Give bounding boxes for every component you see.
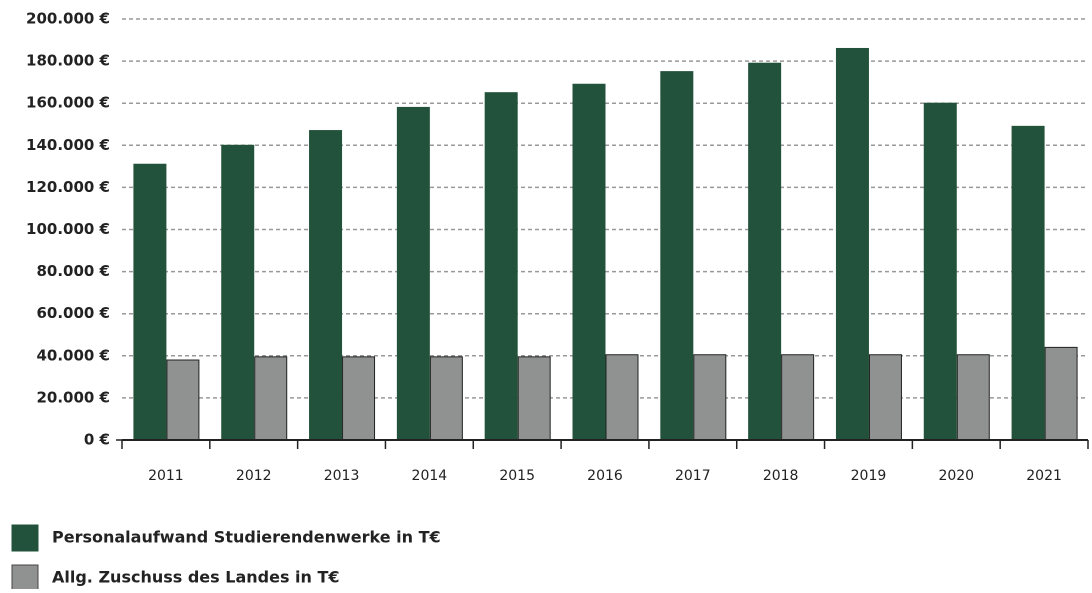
- x-tick-label: 2015: [499, 468, 535, 484]
- bar: [309, 130, 343, 441]
- y-tick-label: 160.000 €: [26, 94, 110, 112]
- bar: [396, 106, 430, 441]
- bar: [956, 354, 990, 441]
- bar: [868, 354, 902, 441]
- x-tick-label: 2014: [412, 468, 448, 484]
- x-tick-label: 2017: [675, 468, 711, 484]
- x-tick-label: 2012: [236, 468, 272, 484]
- y-tick-label: 140.000 €: [26, 136, 110, 154]
- bar: [484, 92, 518, 441]
- y-tick-label: 200.000 €: [26, 10, 110, 28]
- bar: [660, 71, 694, 441]
- bar: [342, 356, 376, 441]
- bar: [923, 102, 957, 441]
- legend-label: Allg. Zuschuss des Landes in T€: [52, 568, 340, 587]
- x-tick-label: 2020: [938, 468, 974, 484]
- x-tick-label: 2021: [1026, 468, 1062, 484]
- y-tick-label: 100.000 €: [26, 220, 110, 238]
- bar: [221, 144, 255, 441]
- y-tick-label: 180.000 €: [26, 52, 110, 70]
- bar: [166, 359, 200, 441]
- x-tick-label: 2013: [324, 468, 360, 484]
- legend-swatch: [11, 524, 39, 552]
- bar: [1044, 346, 1078, 441]
- legend-label: Personalaufwand Studierendenwerke in T€: [52, 528, 441, 547]
- bar: [781, 354, 815, 441]
- y-tick-label: 120.000 €: [26, 178, 110, 196]
- bar: [254, 356, 288, 441]
- bar: [748, 62, 782, 441]
- bar: [429, 356, 463, 441]
- x-tick-label: 2019: [851, 468, 887, 484]
- y-tick-label: 40.000 €: [36, 346, 110, 364]
- bar: [1011, 125, 1045, 441]
- y-tick-label: 60.000 €: [36, 304, 110, 322]
- bar: [133, 163, 167, 441]
- bar: [517, 356, 551, 441]
- x-tick-label: 2018: [763, 468, 799, 484]
- x-tick-label: 2011: [148, 468, 184, 484]
- legend-swatch: [11, 564, 39, 592]
- y-tick-label: 20.000 €: [36, 388, 110, 406]
- bar: [572, 83, 606, 441]
- bar: [693, 354, 727, 441]
- y-tick-label: 80.000 €: [36, 262, 110, 280]
- bar: [835, 47, 869, 441]
- x-tick-label: 2016: [587, 468, 623, 484]
- bar: [605, 354, 639, 441]
- y-tick-label: 0 €: [84, 431, 110, 449]
